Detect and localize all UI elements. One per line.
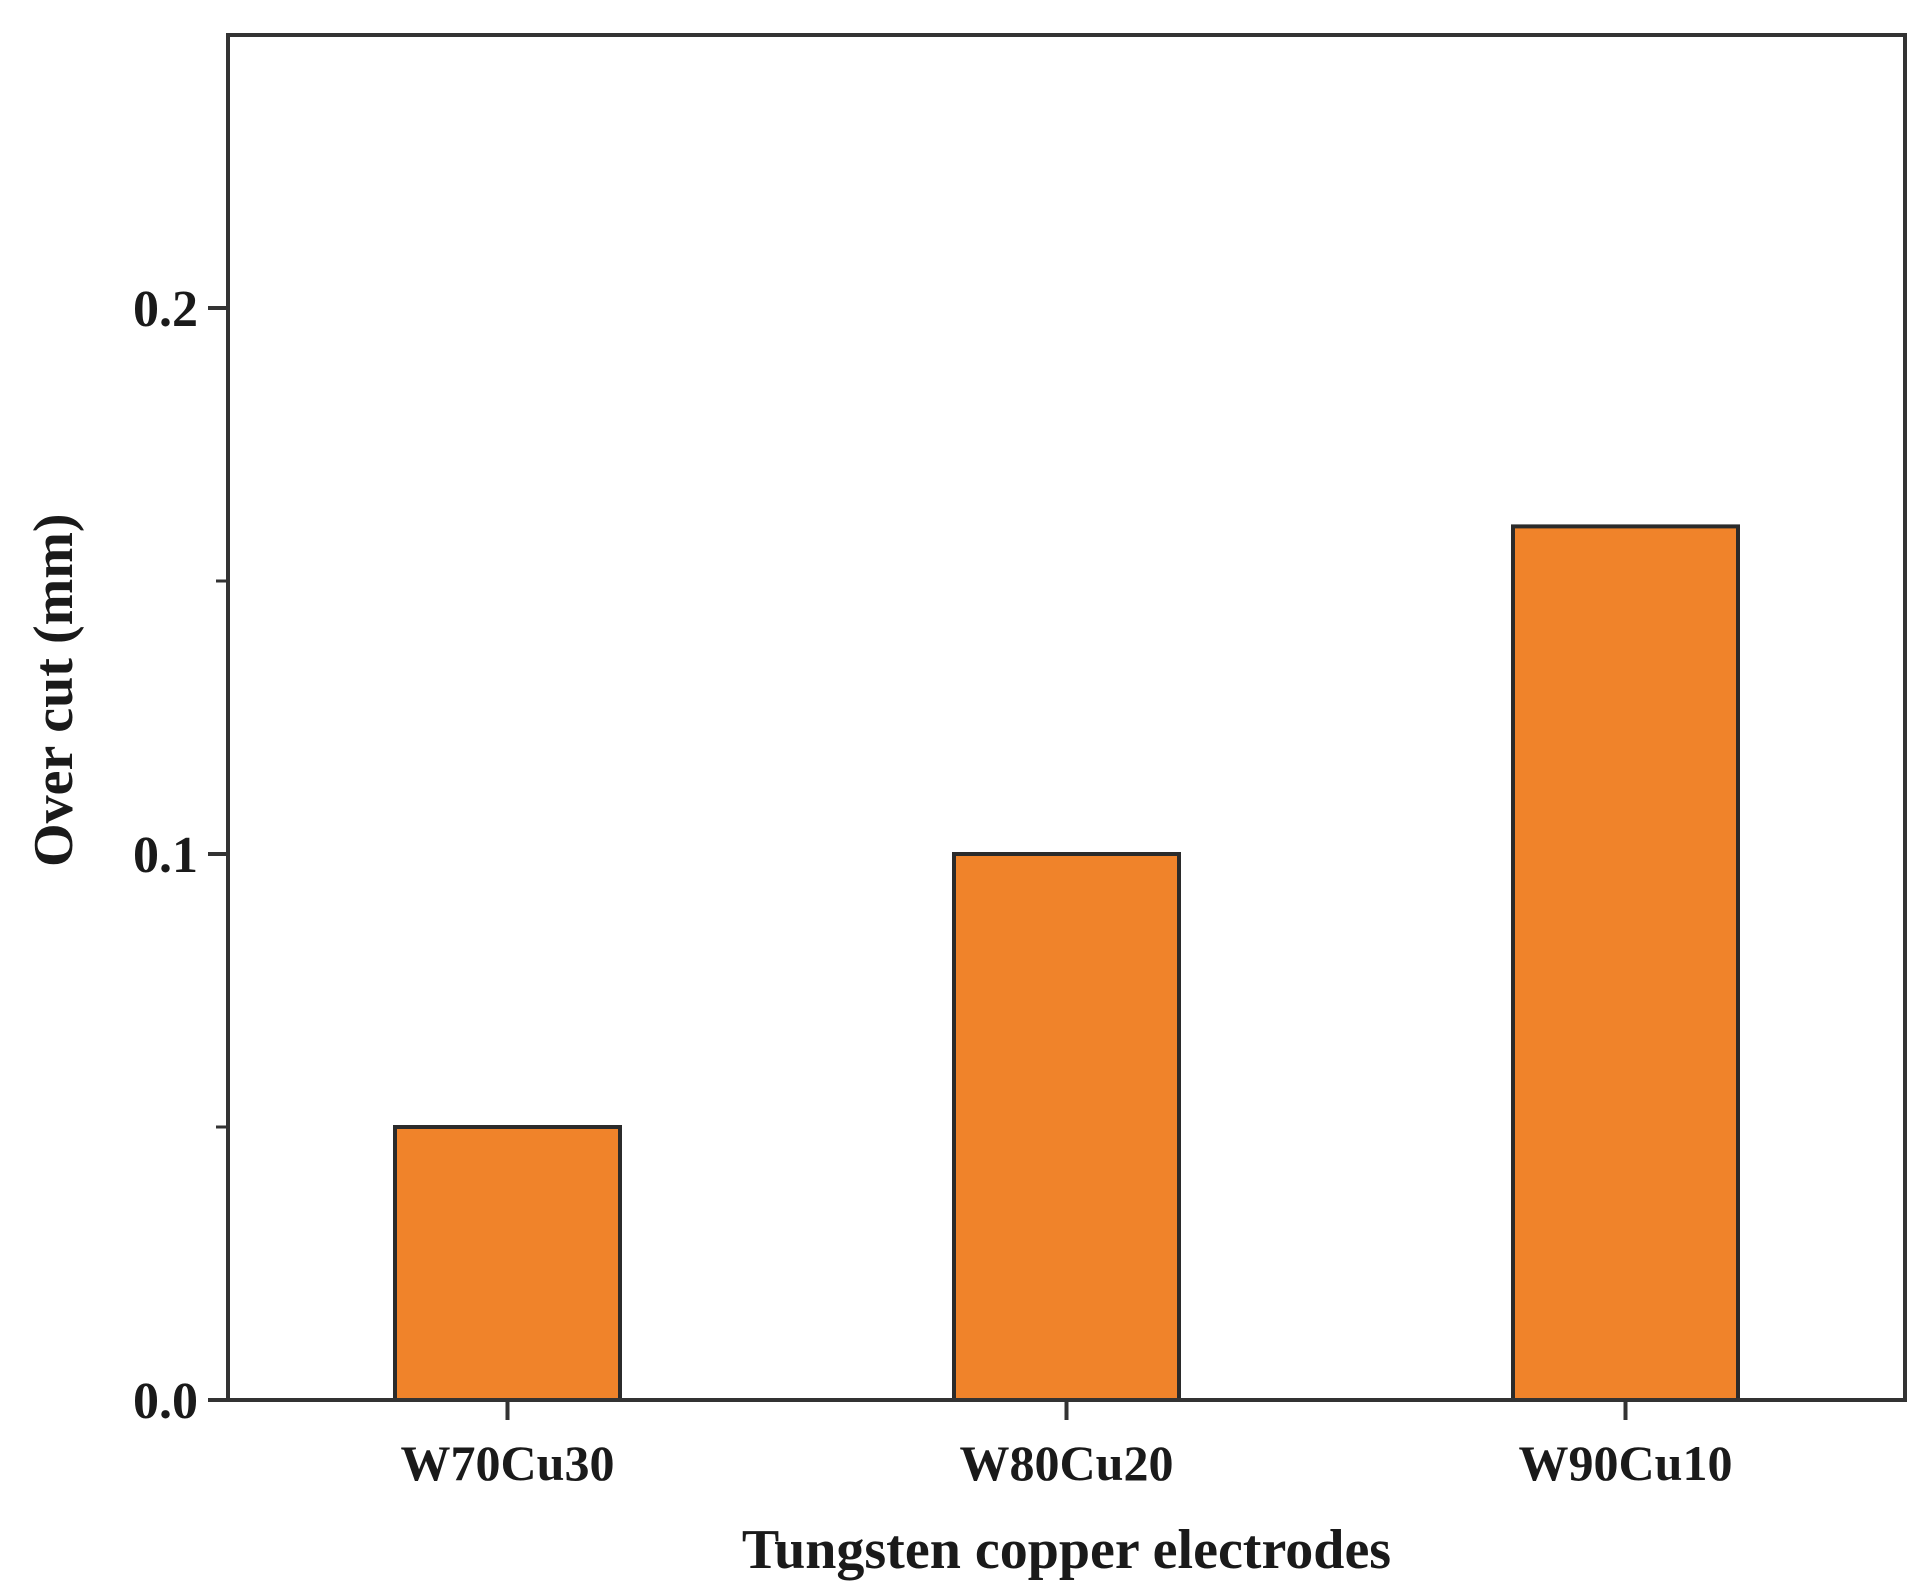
bar-w90cu10: [1511, 524, 1740, 1402]
x-tick-label: W80Cu20: [960, 1435, 1174, 1491]
x-axis: W70Cu30 W80Cu20 W90Cu10: [401, 1400, 1733, 1491]
y-tick-label: 0.1: [133, 827, 198, 884]
x-axis-title: Tungsten copper electrodes: [742, 1519, 1391, 1581]
bar-w80cu20: [952, 852, 1181, 1402]
bars-group: [393, 524, 1740, 1402]
bar-w70cu30: [393, 1125, 622, 1402]
x-tick-label: W90Cu10: [1519, 1435, 1733, 1491]
y-tick-label: 0.0: [133, 1373, 198, 1430]
y-axis: 0.0 0.1 0.2: [133, 281, 228, 1430]
x-tick-label: W70Cu30: [401, 1435, 615, 1491]
y-axis-title: Over cut (mm): [23, 513, 85, 867]
y-tick-label: 0.2: [133, 281, 198, 338]
